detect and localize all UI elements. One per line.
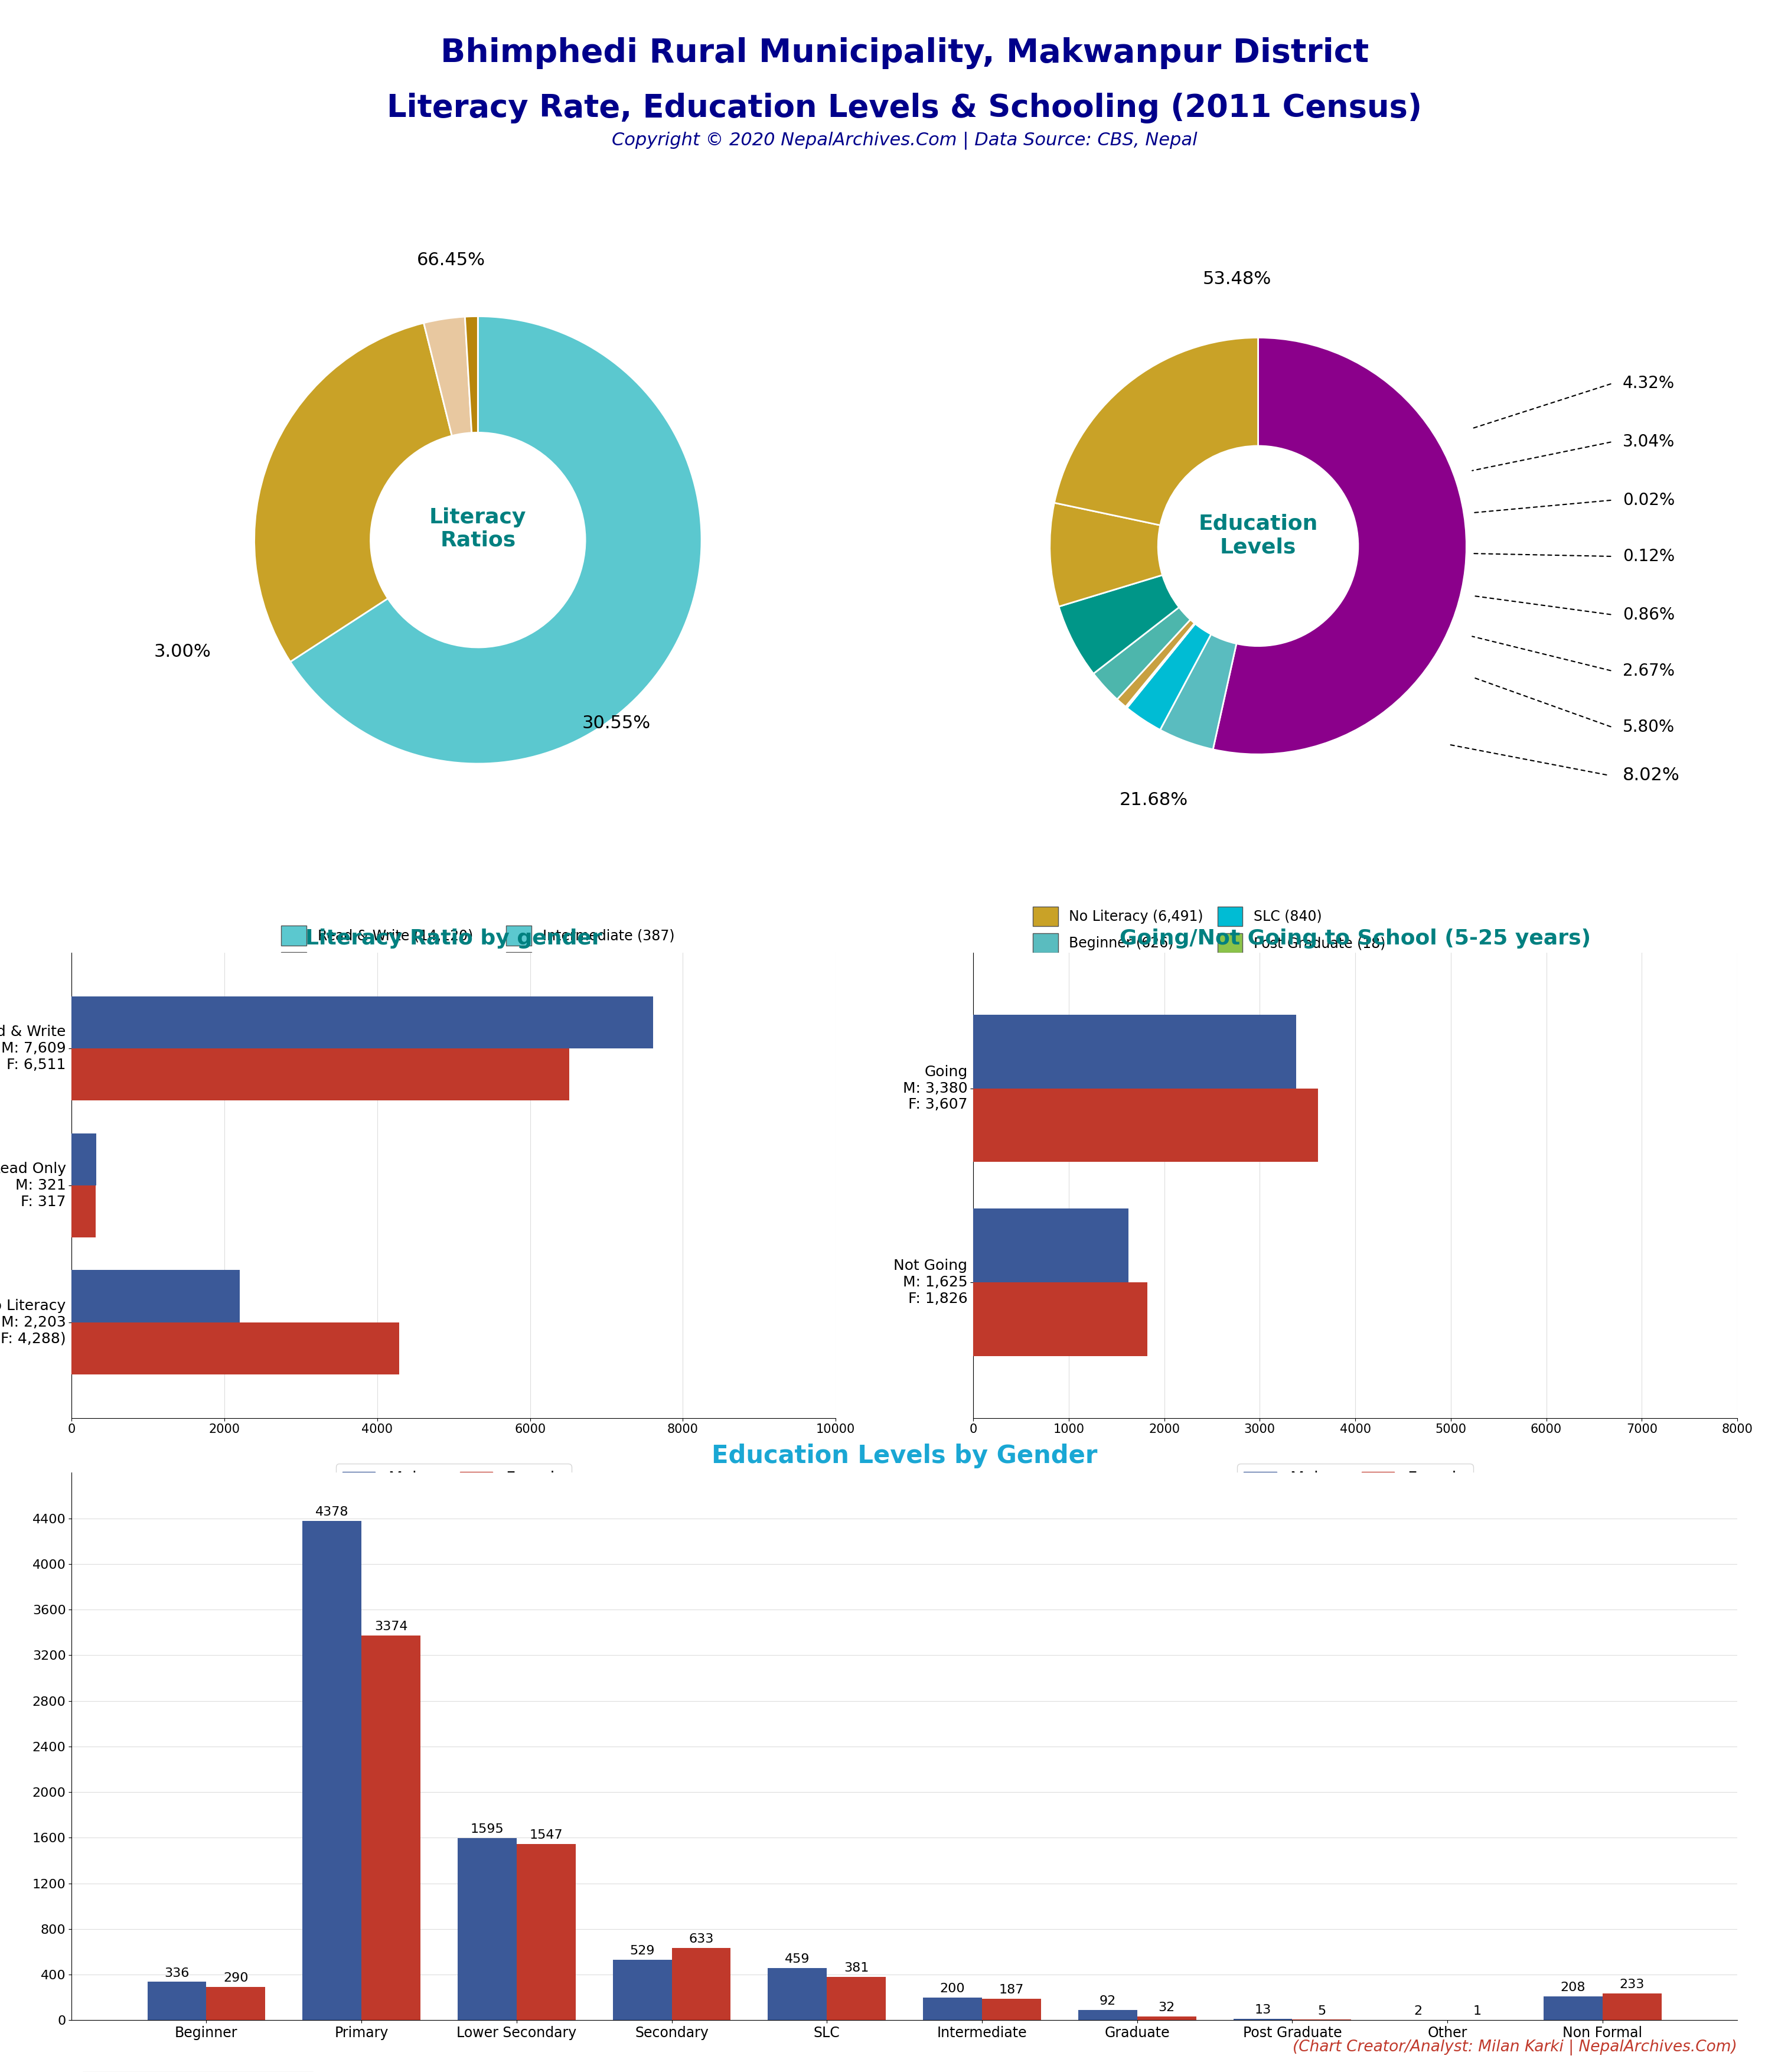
Wedge shape: [1161, 634, 1236, 750]
Text: 187: 187: [999, 1985, 1024, 1995]
Bar: [516, 1844, 575, 2020]
Text: 0.86%: 0.86%: [1623, 607, 1675, 624]
Text: Literacy Rate, Education Levels & Schooling (2011 Census): Literacy Rate, Education Levels & School…: [387, 93, 1422, 124]
Wedge shape: [1127, 624, 1211, 729]
Text: 21.68%: 21.68%: [1119, 792, 1187, 808]
Bar: [973, 1088, 1318, 1162]
Text: 233: 233: [1619, 1979, 1644, 1991]
Title: Education Levels by Gender: Education Levels by Gender: [711, 1444, 1098, 1469]
Text: 633: 633: [690, 1933, 715, 1946]
Wedge shape: [1058, 576, 1178, 673]
Text: 381: 381: [844, 1962, 869, 1975]
Bar: [1603, 1993, 1662, 2020]
Wedge shape: [424, 317, 471, 435]
Wedge shape: [466, 317, 478, 433]
Bar: [147, 1983, 206, 2020]
Bar: [362, 1635, 421, 2020]
Text: 0.02%: 0.02%: [1623, 491, 1675, 508]
Bar: [768, 1968, 827, 2020]
Text: 1547: 1547: [530, 1830, 562, 1840]
Text: Copyright © 2020 NepalArchives.Com | Data Source: CBS, Nepal: Copyright © 2020 NepalArchives.Com | Dat…: [613, 133, 1196, 149]
Bar: [981, 1999, 1041, 2020]
Text: Bhimphedi Rural Municipality, Makwanpur District: Bhimphedi Rural Municipality, Makwanpur …: [441, 37, 1368, 68]
Text: 4378: 4378: [315, 1506, 349, 1519]
Text: 0.12%: 0.12%: [1623, 549, 1675, 566]
Bar: [1137, 2016, 1196, 2020]
Text: 208: 208: [1560, 1981, 1585, 1993]
Text: 92: 92: [1100, 1995, 1116, 2008]
Text: 8.02%: 8.02%: [1623, 767, 1680, 783]
Legend: Read & Write (14,120), Read Only (638), Primary (7,752), Lower Secondary (3,142): Read & Write (14,120), Read Only (638), …: [274, 918, 682, 1032]
Bar: [458, 1838, 516, 2020]
Text: 200: 200: [940, 1983, 965, 1995]
Text: 2: 2: [1413, 2006, 1422, 2018]
Bar: [72, 1133, 97, 1185]
Text: 66.45%: 66.45%: [417, 253, 485, 269]
Text: 529: 529: [630, 1946, 656, 1958]
Text: 1: 1: [1472, 2006, 1481, 2018]
Bar: [973, 1015, 1297, 1088]
Text: 2.67%: 2.67%: [1623, 663, 1675, 680]
Bar: [973, 1283, 1148, 1355]
Text: (Chart Creator/Analyst: Milan Karki | NepalArchives.Com): (Chart Creator/Analyst: Milan Karki | Ne…: [1293, 2039, 1737, 2055]
Text: 459: 459: [784, 1954, 810, 1964]
Title: Literacy Ratio by gender: Literacy Ratio by gender: [304, 928, 602, 949]
Bar: [72, 1270, 240, 1322]
Bar: [672, 1948, 731, 2020]
Bar: [1544, 1997, 1603, 2020]
Wedge shape: [1094, 607, 1191, 700]
Text: 290: 290: [224, 1973, 249, 1985]
Text: 1595: 1595: [471, 1823, 503, 1836]
Bar: [72, 1185, 97, 1237]
Text: 30.55%: 30.55%: [582, 715, 650, 731]
Text: 4.32%: 4.32%: [1623, 375, 1675, 392]
Legend: Male, Female: Male, Female: [335, 1465, 571, 1494]
Bar: [827, 1977, 887, 2020]
Wedge shape: [1127, 624, 1195, 709]
Bar: [1078, 2010, 1137, 2020]
Bar: [613, 1960, 672, 2020]
Bar: [72, 1322, 399, 1374]
Text: 5.80%: 5.80%: [1623, 719, 1675, 736]
Wedge shape: [290, 317, 702, 765]
Wedge shape: [1050, 503, 1162, 607]
Bar: [973, 1208, 1128, 1283]
Text: Education
Levels: Education Levels: [1198, 514, 1318, 557]
Text: 3.04%: 3.04%: [1623, 433, 1675, 450]
Wedge shape: [1125, 624, 1195, 709]
Bar: [922, 1997, 981, 2020]
Text: Literacy
Ratios: Literacy Ratios: [430, 508, 527, 551]
Legend: No Literacy (6,491), Beginner (626), Secondary (1,162), SLC (840), Post Graduate: No Literacy (6,491), Beginner (626), Sec…: [1026, 899, 1392, 986]
Bar: [72, 1048, 570, 1100]
Text: 5: 5: [1318, 2006, 1325, 2016]
Wedge shape: [1055, 338, 1257, 524]
Bar: [206, 1987, 265, 2020]
Bar: [303, 1521, 362, 2020]
Wedge shape: [1213, 338, 1467, 754]
Text: 32: 32: [1159, 2002, 1175, 2014]
Text: 3.00%: 3.00%: [154, 642, 211, 661]
Text: 3374: 3374: [374, 1620, 408, 1633]
Legend: Male, Female: Male, Female: [1238, 1465, 1474, 1494]
Wedge shape: [1118, 620, 1195, 707]
Text: 13: 13: [1254, 2004, 1272, 2016]
Text: 336: 336: [165, 1966, 190, 1979]
Bar: [72, 997, 654, 1048]
Text: 53.48%: 53.48%: [1204, 271, 1272, 288]
Title: Going/Not Going to School (5-25 years): Going/Not Going to School (5-25 years): [1119, 928, 1590, 949]
Wedge shape: [254, 323, 451, 661]
